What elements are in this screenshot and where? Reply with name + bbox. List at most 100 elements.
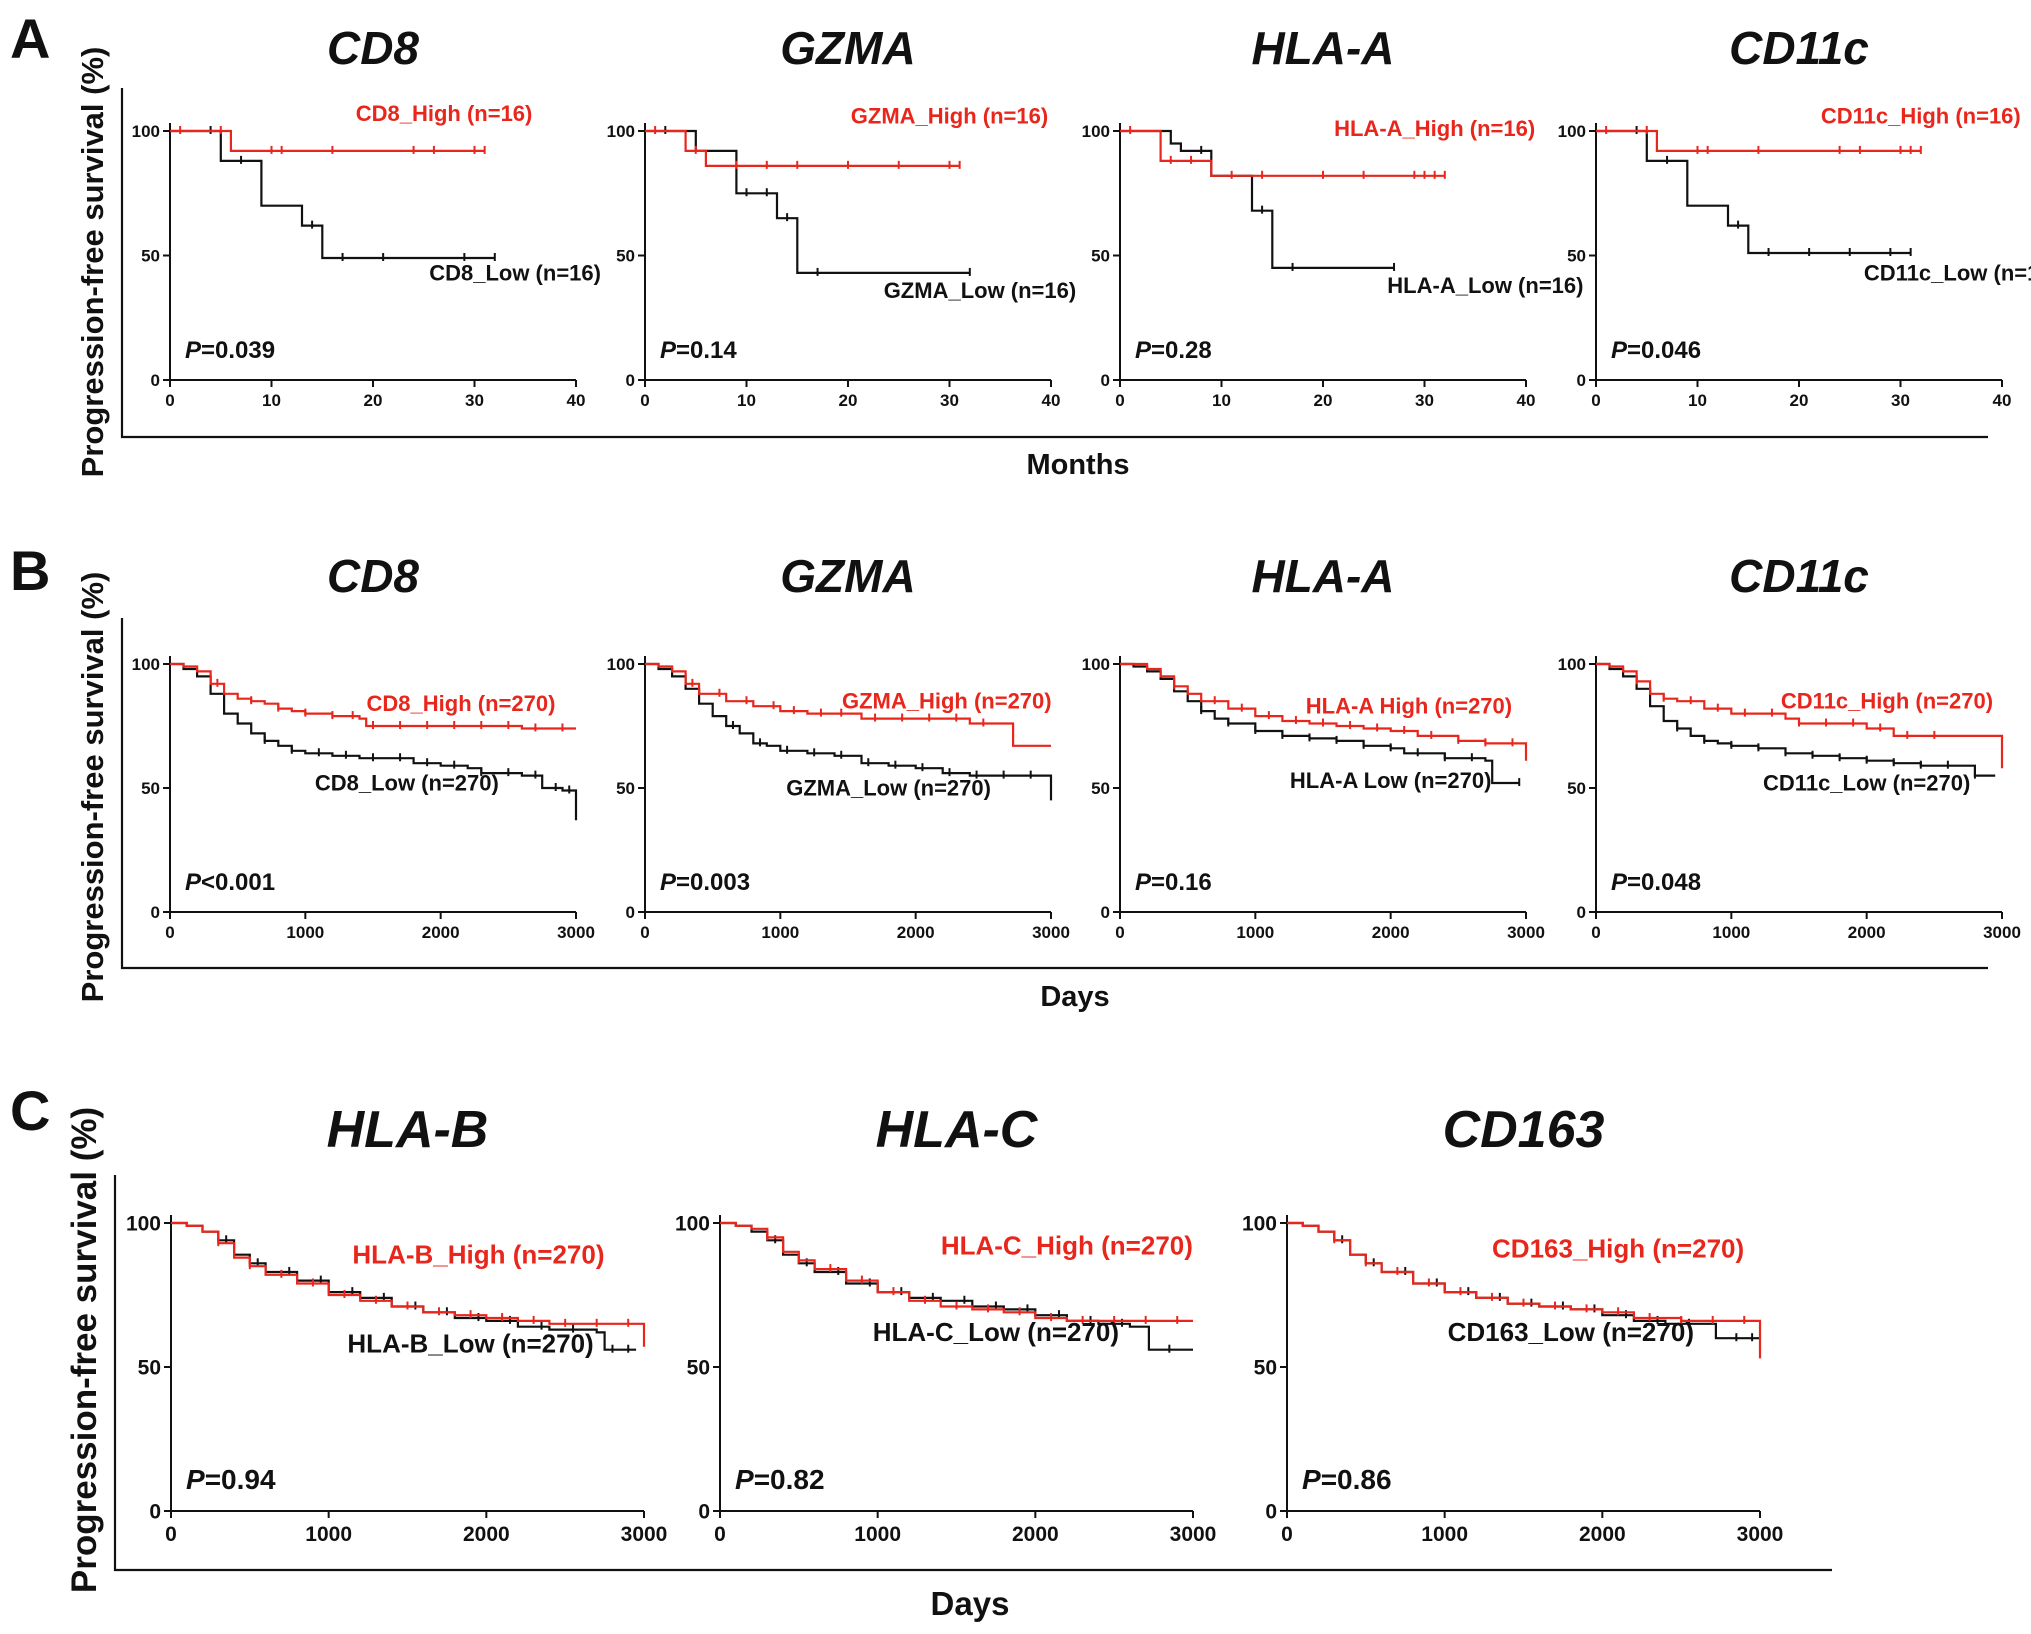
x-tick-label: 2000 <box>1372 923 1410 942</box>
chart-title: CD163 <box>1443 1101 1605 1159</box>
km-curve-low <box>645 662 1053 801</box>
x-axis-label: Days <box>1040 981 1109 1013</box>
p-value: P<0.001 <box>185 869 275 896</box>
x-tick-label: 2000 <box>1012 1523 1059 1546</box>
p-symbol: P <box>1135 869 1152 896</box>
x-axis-label: Months <box>1026 449 1129 481</box>
p-value: P=0.16 <box>1135 869 1212 896</box>
km-chart-hla-a: HLA-A 0 50 100 0 10 20 30 40 HLA-A_High (n=16) HLA… <box>1082 22 1584 410</box>
y-tick-label: 50 <box>1091 779 1110 798</box>
series-label-low: CD11c_Low (n=270) <box>1763 770 1970 795</box>
y-tick-label: 0 <box>151 371 160 390</box>
x-tick-label: 1000 <box>305 1523 352 1546</box>
series-label-high: CD163_High (n=270) <box>1492 1234 1744 1264</box>
x-tick-label: 40 <box>1517 391 1536 410</box>
y-tick-label: 100 <box>1558 655 1586 674</box>
km-curve-high <box>645 662 1051 747</box>
x-tick-label: 10 <box>737 391 756 410</box>
x-tick-label: 0 <box>640 391 649 410</box>
x-tick-label: 30 <box>1891 391 1910 410</box>
series-label-low: CD8_Low (n=270) <box>315 770 499 795</box>
y-tick-label: 50 <box>687 1356 710 1379</box>
y-tick-label: 100 <box>1558 122 1586 141</box>
p-symbol: P <box>1302 1464 1321 1495</box>
y-tick-label: 50 <box>616 779 635 798</box>
y-tick-label: 50 <box>1567 779 1586 798</box>
y-tick-label: 0 <box>149 1500 161 1523</box>
x-tick-label: 30 <box>1415 391 1434 410</box>
series-label-high: HLA-C_High (n=270) <box>941 1231 1193 1261</box>
series-label-low: CD11c_Low (n=16) <box>1864 260 2031 285</box>
y-tick-label: 50 <box>141 246 160 265</box>
y-tick-label: 0 <box>626 903 635 922</box>
p-value-number: =0.28 <box>1151 337 1212 364</box>
p-symbol: P <box>1611 337 1628 364</box>
km-curve-low <box>170 129 495 260</box>
panel-A: A Months Progression-free survival (%) <box>10 7 1988 481</box>
y-axis-label: Progression-free survival (%) <box>75 47 110 478</box>
series-label-low: HLA-A Low (n=270) <box>1290 768 1491 793</box>
series-label-low: GZMA_Low (n=270) <box>786 775 991 800</box>
x-tick-label: 0 <box>165 923 174 942</box>
x-axis-label: Days <box>931 1585 1010 1622</box>
x-tick-label: 0 <box>1115 391 1124 410</box>
series-label-high: CD8_High (n=270) <box>367 691 556 716</box>
y-tick-label: 100 <box>1082 122 1110 141</box>
x-tick-label: 1000 <box>854 1523 901 1546</box>
p-value: P=0.82 <box>735 1464 825 1495</box>
series-label-low: CD163_Low (n=270) <box>1448 1317 1694 1347</box>
km-curve-high <box>1120 129 1445 177</box>
chart-title: GZMA <box>780 22 915 74</box>
series-label-low: HLA-A_Low (n=16) <box>1387 273 1583 298</box>
p-value: P=0.28 <box>1135 337 1212 364</box>
p-value-number: =0.14 <box>676 337 737 364</box>
x-tick-label: 1000 <box>1236 923 1274 942</box>
y-tick-label: 50 <box>1254 1356 1277 1379</box>
p-value: P=0.048 <box>1611 869 1701 896</box>
p-value: P=0.039 <box>185 337 275 364</box>
series-label-high: HLA-B_High (n=270) <box>352 1239 604 1269</box>
x-tick-label: 3000 <box>1983 923 2021 942</box>
x-tick-label: 3000 <box>1170 1523 1217 1546</box>
x-tick-label: 0 <box>714 1523 726 1546</box>
y-tick-label: 0 <box>698 1500 710 1523</box>
x-tick-label: 20 <box>1790 391 1809 410</box>
panel-C: C Days Progression-free survival (%) <box>10 1079 1832 1622</box>
p-symbol: P <box>185 869 202 896</box>
x-tick-label: 40 <box>1042 391 1061 410</box>
y-tick-label: 100 <box>132 655 160 674</box>
y-tick-label: 50 <box>141 779 160 798</box>
km-chart-cd11c: CD11c 0 50 100 0 10 20 30 40 CD11c_High (n=16) CD1… <box>1558 22 2031 410</box>
y-tick-label: 0 <box>1101 371 1110 390</box>
p-value-number: <0.001 <box>201 869 275 896</box>
km-curve-high <box>720 1221 1193 1322</box>
y-tick-label: 0 <box>1577 371 1586 390</box>
series-label-low: HLA-C_Low (n=270) <box>873 1317 1119 1347</box>
series-label-high: GZMA_High (n=270) <box>842 689 1052 714</box>
km-curve-low <box>1120 662 1520 785</box>
series-label-high: GZMA_High (n=16) <box>851 104 1048 129</box>
km-curve-low <box>645 129 970 274</box>
km-curve-high <box>1120 662 1528 761</box>
series-label-high: HLA-A High (n=270) <box>1306 694 1512 719</box>
y-tick-label: 0 <box>151 903 160 922</box>
y-tick-label: 50 <box>138 1356 161 1379</box>
x-tick-label: 2000 <box>463 1523 510 1546</box>
y-tick-label: 0 <box>1101 903 1110 922</box>
chart-title: GZMA <box>780 550 915 602</box>
panel-letter: B <box>10 539 50 602</box>
x-tick-label: 0 <box>1281 1523 1293 1546</box>
p-value-number: =0.86 <box>1321 1464 1392 1495</box>
series-label-low: CD8_Low (n=16) <box>429 260 601 285</box>
x-tick-label: 3000 <box>557 923 595 942</box>
y-tick-label: 100 <box>607 655 635 674</box>
x-tick-label: 10 <box>1212 391 1231 410</box>
y-tick-label: 0 <box>1265 1500 1277 1523</box>
p-value-number: =0.039 <box>201 337 275 364</box>
x-tick-label: 0 <box>165 391 174 410</box>
x-tick-label: 2000 <box>1579 1523 1626 1546</box>
y-tick-label: 50 <box>1091 246 1110 265</box>
y-tick-label: 100 <box>1242 1212 1277 1235</box>
panel-B: B Days Progression-free survival (%) <box>10 539 1988 1013</box>
